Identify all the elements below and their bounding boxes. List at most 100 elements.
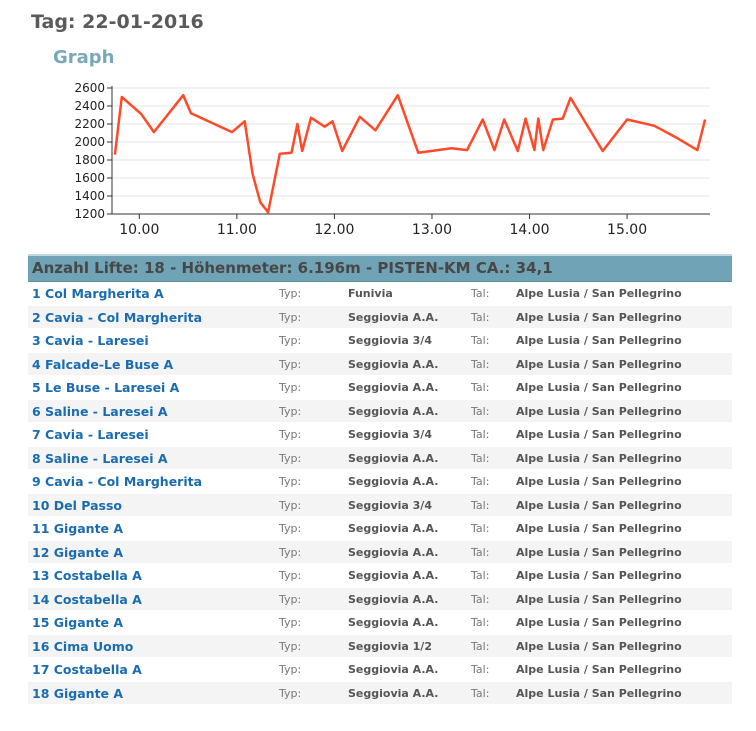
tal-label: Tal: <box>471 686 490 700</box>
lift-row: 12 Gigante A Typ: Seggiovia A.A. Tal: Alpe L… <box>28 540 732 565</box>
lift-row: 1 Col Margherita A Typ: Funivia Tal: Alpe Lu… <box>28 282 732 306</box>
typ-label: Typ: <box>279 686 302 700</box>
lift-name-link[interactable]: 1 Col Margherita A <box>32 286 164 301</box>
lift-row: 7 Cavia - Laresei Typ: Seggiovia 3/4 Tal: Al… <box>28 423 732 447</box>
lift-type: Seggiovia A.A. <box>348 522 439 536</box>
typ-label: Typ: <box>279 334 302 348</box>
tal-label: Tal: <box>471 475 490 489</box>
typ-label: Typ: <box>279 569 302 583</box>
x-tick-label: 12.00 <box>314 222 354 238</box>
lift-name-link[interactable]: 14 Costabella A <box>32 591 142 607</box>
tal-label: Tal: <box>471 404 490 418</box>
lift-valley: Alpe Lusia / San Pellegrino <box>516 616 682 630</box>
lift-valley: Alpe Lusia / San Pellegrino <box>516 475 682 489</box>
lift-valley: Alpe Lusia / San Pellegrino <box>516 357 682 371</box>
lift-valley: Alpe Lusia / San Pellegrino <box>516 310 682 324</box>
y-tick-label: 1800 <box>74 153 105 167</box>
lift-valley: Alpe Lusia / San Pellegrino <box>516 639 682 653</box>
tal-label: Tal: <box>471 545 490 559</box>
lift-name-link[interactable]: 15 Gigante A <box>32 615 124 631</box>
x-tick-label: 13.00 <box>412 222 452 238</box>
lift-name-link[interactable]: 8 Saline - Laresei A <box>32 450 168 466</box>
summary-text: Anzahl Lifte: 18 - Höhenmeter: 6.196m - … <box>32 259 553 277</box>
typ-label: Typ: <box>279 475 302 489</box>
lift-type: Seggiovia 3/4 <box>348 334 432 348</box>
x-tick-label: 11.00 <box>217 222 257 238</box>
lift-name-link[interactable]: 10 Del Passo <box>32 497 122 513</box>
lift-name-link[interactable]: 12 Gigante A <box>32 544 124 560</box>
lift-row: 8 Saline - Laresei A Typ: Seggiovia A.A. Ta… <box>28 446 732 471</box>
graph-title: Graph <box>53 47 115 68</box>
lift-valley: Alpe Lusia / San Pellegrino <box>516 686 682 700</box>
y-tick-label: 1600 <box>74 171 105 185</box>
typ-label: Typ: <box>279 404 302 418</box>
typ-label: Typ: <box>279 663 302 677</box>
tal-label: Tal: <box>471 451 490 465</box>
lift-name-link[interactable]: 16 Cima Uomo <box>32 638 134 654</box>
y-tick-label: 1400 <box>74 189 105 203</box>
x-tick-label: 14.00 <box>509 222 549 238</box>
lift-valley: Alpe Lusia / San Pellegrino <box>516 498 682 512</box>
lift-name-link[interactable]: 7 Cavia - Laresei <box>32 427 149 443</box>
tal-label: Tal: <box>471 592 490 606</box>
y-tick-label: 2400 <box>74 99 105 113</box>
lift-valley: Alpe Lusia / San Pellegrino <box>516 404 682 418</box>
lift-type: Seggiovia A.A. <box>348 451 439 465</box>
lift-type: Seggiovia A.A. <box>348 686 439 700</box>
tal-label: Tal: <box>471 522 490 536</box>
lift-name-link[interactable]: 3 Cavia - Laresei <box>32 333 149 349</box>
lift-row: 4 Falcade-Le Buse A Typ: Seggiovia A.A. Tal… <box>28 352 732 377</box>
lift-valley: Alpe Lusia / San Pellegrino <box>516 451 682 465</box>
lift-type: Seggiovia A.A. <box>348 310 439 324</box>
lift-valley: Alpe Lusia / San Pellegrino <box>516 663 682 677</box>
lift-name-link[interactable]: 13 Costabella A <box>32 568 142 584</box>
lift-type: Seggiovia 3/4 <box>348 428 432 442</box>
lift-valley: Alpe Lusia / San Pellegrino <box>516 334 682 348</box>
lift-valley: Alpe Lusia / San Pellegrino <box>516 592 682 606</box>
typ-label: Typ: <box>279 381 302 395</box>
tal-label: Tal: <box>471 616 490 630</box>
lift-type: Seggiovia A.A. <box>348 592 439 606</box>
lift-row: 17 Costabella A Typ: Seggiovia A.A. Tal: Alp… <box>28 658 732 682</box>
lift-name-link[interactable]: 5 Le Buse - Laresei A <box>32 380 180 396</box>
typ-label: Typ: <box>279 357 302 371</box>
lift-type: Funivia <box>348 287 393 300</box>
lift-type: Seggiovia A.A. <box>348 569 439 583</box>
lift-valley: Alpe Lusia / San Pellegrino <box>516 381 682 395</box>
typ-label: Typ: <box>279 451 302 465</box>
lift-valley: Alpe Lusia / San Pellegrino <box>516 569 682 583</box>
typ-label: Typ: <box>279 639 302 653</box>
y-tick-label: 2000 <box>74 135 105 149</box>
lift-row: 18 Gigante A Typ: Seggiovia A.A. Tal: Alpe L… <box>28 681 732 706</box>
lift-valley: Alpe Lusia / San Pellegrino <box>516 522 682 536</box>
lift-name-link[interactable]: 17 Costabella A <box>32 662 142 678</box>
y-tick-label: 2200 <box>74 117 105 131</box>
typ-label: Typ: <box>279 592 302 606</box>
x-tick-label: 15.00 <box>607 222 647 238</box>
y-tick-label: 1200 <box>74 207 105 221</box>
lift-type: Seggiovia A.A. <box>348 404 439 418</box>
lift-row: 14 Costabella A Typ: Seggiovia A.A. Tal: Alp… <box>28 587 732 612</box>
lift-type: Seggiovia A.A. <box>348 381 439 395</box>
lift-name-link[interactable]: 18 Gigante A <box>32 685 124 701</box>
lift-type: Seggiovia A.A. <box>348 545 439 559</box>
tal-label: Tal: <box>471 663 490 677</box>
x-tick-label: 10.00 <box>119 222 159 238</box>
tal-label: Tal: <box>471 498 490 512</box>
lift-valley: Alpe Lusia / San Pellegrino <box>516 287 682 300</box>
lift-row: 9 Cavia - Col Margherita Typ: Seggiovia A.… <box>28 470 732 494</box>
tal-label: Tal: <box>471 357 490 371</box>
lift-row: 13 Costabella A Typ: Seggiovia A.A. Tal: Alp… <box>28 564 732 588</box>
lift-name-link[interactable]: 4 Falcade-Le Buse A <box>32 356 174 372</box>
lift-type: Seggiovia A.A. <box>348 357 439 371</box>
lift-row: 6 Saline - Laresei A Typ: Seggiovia A.A. Ta… <box>28 399 732 424</box>
lift-name-link[interactable]: 6 Saline - Laresei A <box>32 403 168 419</box>
tal-label: Tal: <box>471 310 490 324</box>
lift-name-link[interactable]: 11 Gigante A <box>32 521 124 537</box>
lift-name-link[interactable]: 2 Cavia - Col Margherita <box>32 309 203 325</box>
lift-name-link[interactable]: 9 Cavia - Col Margherita <box>32 474 203 490</box>
lift-row: 2 Cavia - Col Margherita Typ: Seggiovia A.… <box>28 305 732 330</box>
tal-label: Tal: <box>471 569 490 583</box>
tal-label: Tal: <box>471 428 490 442</box>
lift-valley: Alpe Lusia / San Pellegrino <box>516 545 682 559</box>
